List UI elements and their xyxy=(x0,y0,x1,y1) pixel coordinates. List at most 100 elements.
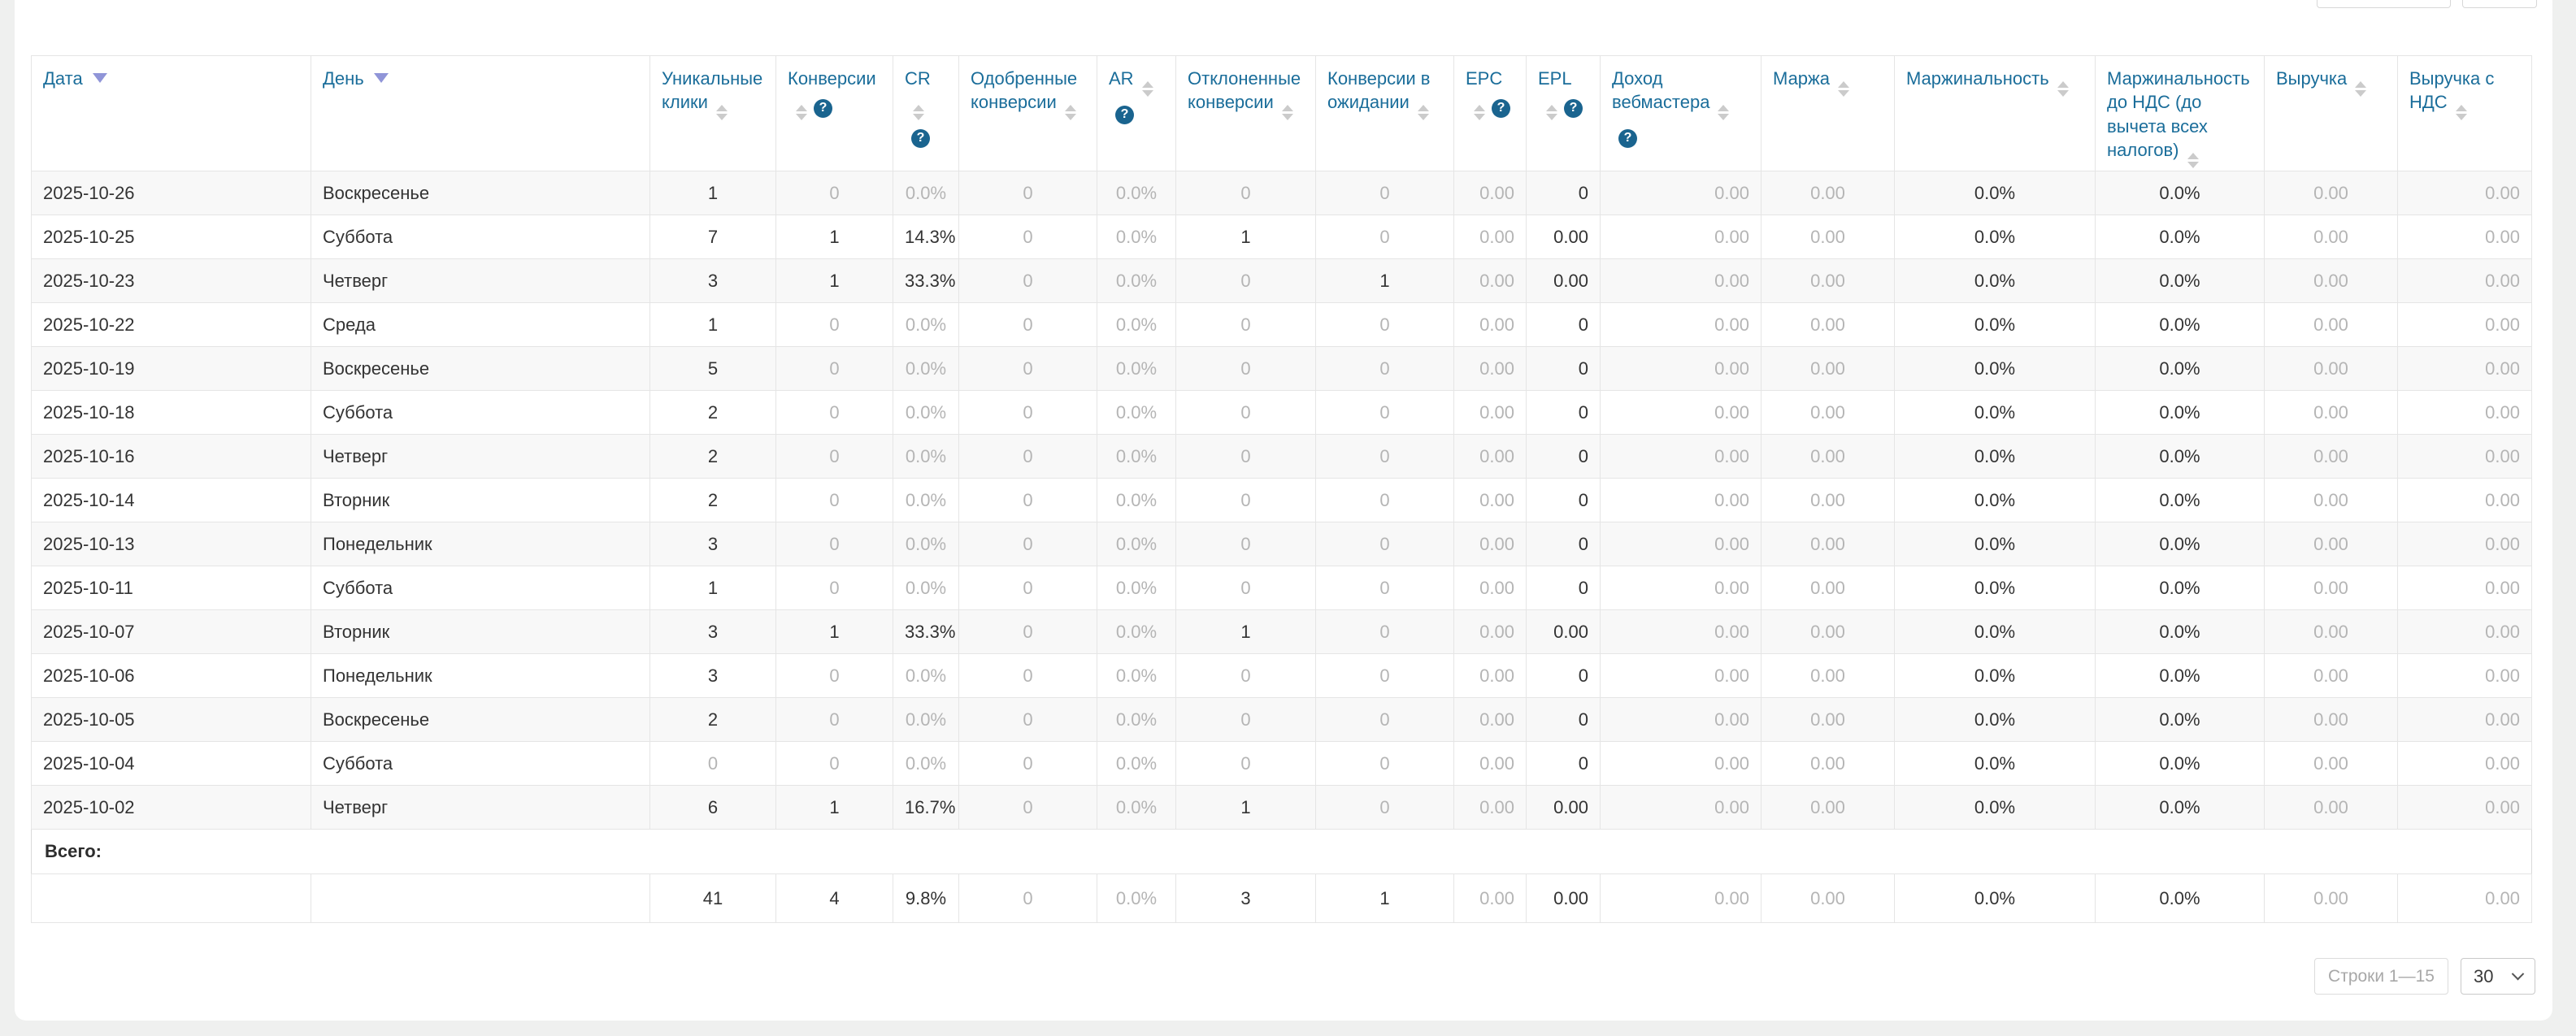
cell-cr: 0.0% xyxy=(893,390,959,435)
cell-cr: 0.0% xyxy=(893,566,959,610)
cell-approved_conversions: 0 xyxy=(958,653,1097,698)
cell-marginality_pre_vat: 0.0% xyxy=(2095,609,2265,654)
column-header-conversions[interactable]: Конверсии? xyxy=(775,55,893,171)
help-icon[interactable]: ? xyxy=(814,98,832,118)
column-header-day[interactable]: День xyxy=(311,55,650,171)
cell-unique_clicks: 2 xyxy=(649,478,776,522)
cell-cr: 14.3% xyxy=(893,215,959,259)
cell-epc: 0.00 xyxy=(1453,390,1527,435)
cell-ar: 0.0% xyxy=(1097,653,1176,698)
cell-margin: 0.00 xyxy=(1761,258,1895,303)
sort-icon xyxy=(2455,105,2467,121)
cell-revenue_vat: 0.00 xyxy=(2397,258,2532,303)
column-label: Одобренные конверсии xyxy=(971,68,1078,113)
cell-ar: 0.0% xyxy=(1097,566,1176,610)
cell-webmaster_income: 0.00 xyxy=(1600,215,1761,259)
cell-day: Четверг xyxy=(311,258,650,303)
column-label: Конверсии в ожидании xyxy=(1327,68,1431,113)
cell-revenue: 0.00 xyxy=(2264,346,2398,391)
cell-approved_conversions: 0 xyxy=(958,609,1097,654)
cell-marginality: 0.0% xyxy=(1894,346,2096,391)
totals-label: Всего: xyxy=(31,829,2532,874)
cell-revenue: 0.00 xyxy=(2264,478,2398,522)
column-header-pending_conversions[interactable]: Конверсии в ожидании xyxy=(1315,55,1454,171)
column-header-margin[interactable]: Маржа xyxy=(1761,55,1895,171)
help-icon[interactable]: ? xyxy=(911,128,930,148)
cell-cr: 33.3% xyxy=(893,609,959,654)
cell-revenue: 0.00 xyxy=(2264,302,2398,347)
help-icon[interactable]: ? xyxy=(1492,98,1510,118)
cell-ar: 0.0% xyxy=(1097,478,1176,522)
column-header-ar[interactable]: AR? xyxy=(1097,55,1176,171)
cell-margin: 0.00 xyxy=(1761,215,1895,259)
column-label: День xyxy=(323,68,364,89)
cell-day: Суббота xyxy=(311,566,650,610)
help-icon[interactable]: ? xyxy=(1618,128,1637,148)
cell-marginality: 0.0% xyxy=(1894,171,2096,215)
help-icon[interactable]: ? xyxy=(1115,105,1134,124)
column-header-rejected_conversions[interactable]: Отклоненные конверсии xyxy=(1175,55,1316,171)
column-header-date[interactable]: Дата xyxy=(31,55,311,171)
cell-date: 2025-10-11 xyxy=(31,566,311,610)
column-label: Маржинальность до НДС (до вычета всех на… xyxy=(2107,68,2250,161)
column-header-marginality_pre_vat[interactable]: Маржинальность до НДС (до вычета всех на… xyxy=(2095,55,2265,171)
cell-marginality_pre_vat: 0.0% xyxy=(2095,873,2265,923)
chevron-down-icon xyxy=(2511,967,2525,981)
cell-date xyxy=(31,873,311,923)
cell-epc: 0.00 xyxy=(1453,566,1527,610)
cell-epl: 0.00 xyxy=(1526,873,1601,923)
cell-marginality: 0.0% xyxy=(1894,785,2096,830)
cell-marginality_pre_vat: 0.0% xyxy=(2095,346,2265,391)
cell-revenue_vat: 0.00 xyxy=(2397,873,2532,923)
cell-revenue_vat: 0.00 xyxy=(2397,478,2532,522)
sort-icon xyxy=(1474,105,1485,121)
page-size-select[interactable]: 30 xyxy=(2461,958,2535,995)
page-size-select-top[interactable] xyxy=(2462,0,2537,8)
cell-day: Суббота xyxy=(311,741,650,786)
cell-pending_conversions: 0 xyxy=(1315,302,1454,347)
column-header-approved_conversions[interactable]: Одобренные конверсии xyxy=(958,55,1097,171)
column-header-webmaster_income[interactable]: Доход вебмастера? xyxy=(1600,55,1761,171)
column-header-epl[interactable]: EPL? xyxy=(1526,55,1601,171)
cell-pending_conversions: 0 xyxy=(1315,171,1454,215)
cell-epl: 0 xyxy=(1526,522,1601,566)
column-header-cr[interactable]: CR? xyxy=(893,55,959,171)
cell-rejected_conversions: 0 xyxy=(1175,434,1316,479)
cell-epc: 0.00 xyxy=(1453,258,1527,303)
cell-epl: 0.00 xyxy=(1526,609,1601,654)
cell-date: 2025-10-25 xyxy=(31,215,311,259)
cell-approved_conversions: 0 xyxy=(958,566,1097,610)
cell-rejected_conversions: 0 xyxy=(1175,741,1316,786)
totals-label-row: Всего: xyxy=(31,829,2532,874)
column-header-revenue_vat[interactable]: Выручка с НДС xyxy=(2397,55,2532,171)
cell-date: 2025-10-23 xyxy=(31,258,311,303)
column-header-unique_clicks[interactable]: Уникальные клики xyxy=(649,55,776,171)
cell-approved_conversions: 0 xyxy=(958,215,1097,259)
column-header-revenue[interactable]: Выручка xyxy=(2264,55,2398,171)
cell-day: Четверг xyxy=(311,434,650,479)
column-label: Выручка с НДС xyxy=(2409,68,2495,113)
cell-marginality: 0.0% xyxy=(1894,215,2096,259)
sort-icon xyxy=(1838,81,1849,97)
column-header-epc[interactable]: EPC? xyxy=(1453,55,1527,171)
cell-marginality: 0.0% xyxy=(1894,566,2096,610)
cell-margin: 0.00 xyxy=(1761,785,1895,830)
cell-marginality_pre_vat: 0.0% xyxy=(2095,302,2265,347)
cell-epl: 0 xyxy=(1526,697,1601,742)
column-header-marginality[interactable]: Маржинальность xyxy=(1894,55,2096,171)
help-icon[interactable]: ? xyxy=(1564,98,1583,118)
cell-ar: 0.0% xyxy=(1097,785,1176,830)
cell-rejected_conversions: 0 xyxy=(1175,390,1316,435)
sort-desc-icon xyxy=(373,73,389,83)
table-row: 2025-10-18 Суббота 2 0 0.0% 0 0.0% 0 0 0.00 0 0.00 0… xyxy=(31,390,2532,435)
cell-revenue_vat: 0.00 xyxy=(2397,434,2532,479)
cell-ar: 0.0% xyxy=(1097,302,1176,347)
cell-revenue_vat: 0.00 xyxy=(2397,215,2532,259)
cell-webmaster_income: 0.00 xyxy=(1600,302,1761,347)
table-row: 2025-10-22 Среда 1 0 0.0% 0 0.0% 0 0 0.00 0 0.00 0.0… xyxy=(31,302,2532,347)
cell-revenue: 0.00 xyxy=(2264,873,2398,923)
cell-conversions: 1 xyxy=(775,258,893,303)
rows-range-label: Строки 1—15 xyxy=(2314,958,2448,995)
cell-webmaster_income: 0.00 xyxy=(1600,434,1761,479)
